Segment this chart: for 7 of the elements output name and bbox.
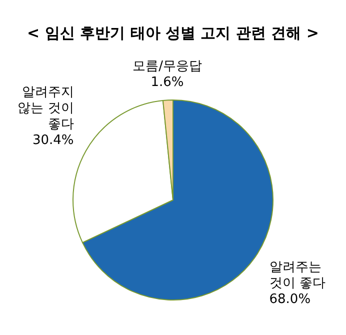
slice-label: 모름/무응답: [132, 59, 202, 74]
data-label: 1.6%: [150, 75, 184, 90]
chart-title: < 임신 후반기 태아 성별 고지 관련 견해 >: [27, 24, 319, 42]
data-label: 68.0%: [269, 292, 311, 308]
slice-label: 알려주지 않는 것이 좋다: [18, 84, 74, 132]
data-label: 30.4%: [32, 132, 74, 148]
slice-label: 알려주는 것이 좋다: [269, 260, 326, 292]
